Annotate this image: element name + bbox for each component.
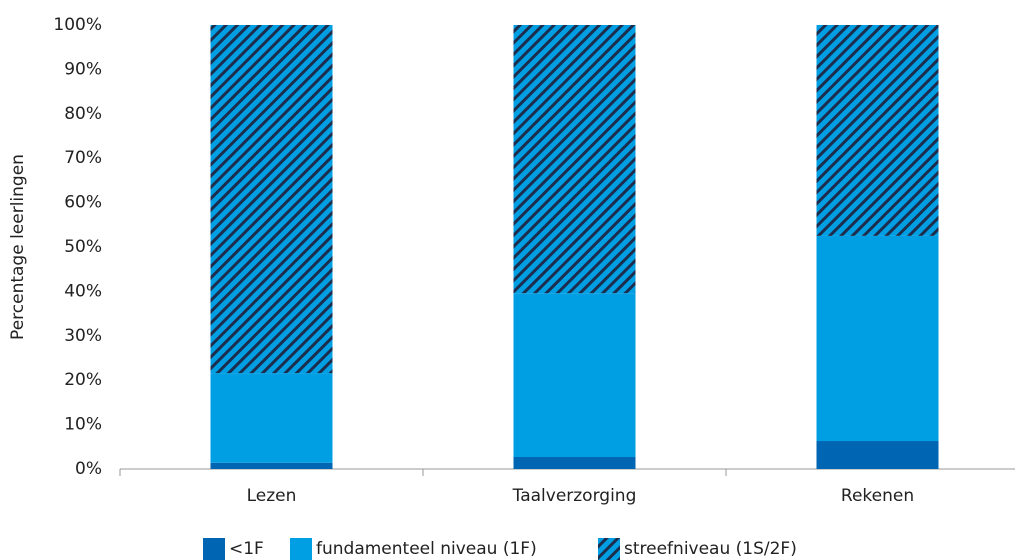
bar-segment [816, 235, 939, 442]
y-tick-label: 50% [64, 237, 102, 257]
y-tick-label: 70% [64, 148, 102, 168]
bar-segment [513, 25, 636, 294]
legend-swatch [290, 538, 312, 560]
y-tick-label: 90% [64, 59, 102, 79]
legend-label: fundamenteel niveau (1F) [316, 539, 537, 559]
y-tick-label: 40% [64, 281, 102, 301]
legend-label: <1F [229, 539, 264, 559]
y-tick-label: 80% [64, 104, 102, 124]
bar-segment [210, 25, 333, 374]
bar-segment [210, 462, 333, 469]
x-tick-label: Taalverzorging [512, 486, 637, 506]
bar-segment [816, 441, 939, 469]
y-tick-label: 10% [64, 415, 102, 435]
y-tick-label: 60% [64, 193, 102, 213]
y-tick-label: 30% [64, 326, 102, 346]
bar-segment [513, 457, 636, 469]
legend-swatch [598, 538, 620, 560]
y-tick-label: 20% [64, 370, 102, 390]
x-tick-label: Rekenen [841, 486, 914, 506]
x-tick-label: Lezen [247, 486, 297, 506]
y-tick-label: 0% [75, 459, 102, 479]
legend-label: streefniveau (1S/2F) [624, 539, 797, 559]
bar-segment [816, 25, 939, 236]
y-tick-label: 100% [53, 15, 102, 35]
bar-segment [210, 373, 333, 463]
bar-segment [513, 293, 636, 458]
y-axis-label: Percentage leerlingen [8, 154, 28, 340]
legend-swatch [203, 538, 225, 560]
